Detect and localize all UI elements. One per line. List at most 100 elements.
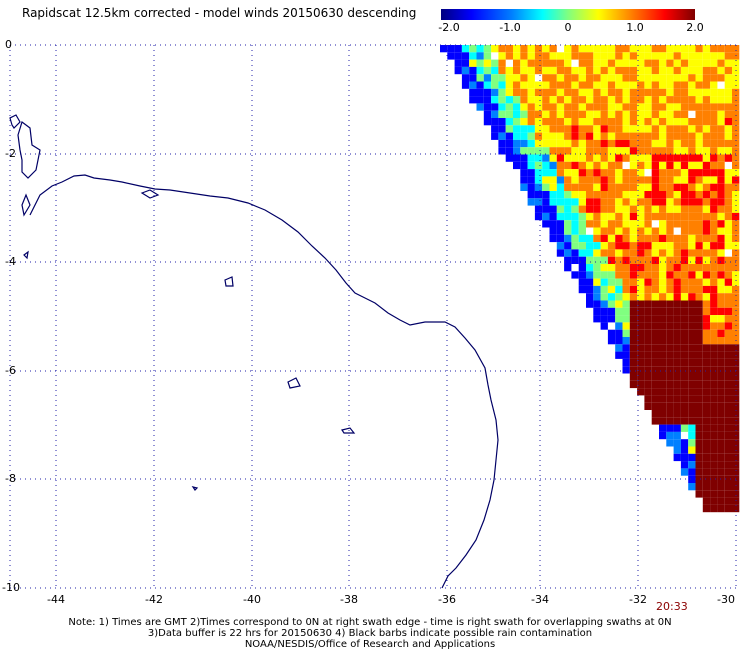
wind-cell bbox=[673, 234, 681, 243]
wind-cell bbox=[666, 110, 674, 118]
wind-cell bbox=[527, 52, 535, 60]
wind-cell bbox=[680, 344, 689, 352]
wind-cell bbox=[586, 45, 594, 53]
wind-cell bbox=[615, 110, 623, 118]
wind-cell bbox=[717, 249, 725, 257]
wind-cell bbox=[673, 191, 681, 199]
wind-cell bbox=[680, 439, 689, 447]
wind-cell bbox=[578, 198, 586, 206]
wind-cell bbox=[622, 285, 630, 294]
wind-cell bbox=[527, 96, 535, 104]
wind-cell bbox=[688, 315, 696, 323]
wind-cell bbox=[680, 293, 689, 301]
wind-cell bbox=[578, 169, 586, 177]
wind-cell bbox=[622, 81, 630, 89]
wind-cell bbox=[578, 88, 586, 97]
wind-cell bbox=[542, 191, 550, 199]
wind-cell bbox=[644, 315, 652, 323]
wind-cell bbox=[476, 96, 484, 104]
wind-cell bbox=[702, 483, 711, 491]
wind-cell bbox=[622, 293, 630, 301]
wind-cell bbox=[644, 176, 652, 184]
wind-cell bbox=[615, 198, 623, 206]
wind-cell bbox=[556, 198, 565, 206]
wind-cell bbox=[556, 242, 565, 250]
wind-cell bbox=[644, 256, 652, 264]
wind-cell bbox=[710, 242, 718, 250]
wind-cell bbox=[549, 59, 557, 67]
wind-cell bbox=[695, 212, 703, 221]
wind-cell bbox=[673, 212, 681, 221]
wind-cell bbox=[586, 256, 594, 264]
wind-cell bbox=[615, 315, 623, 323]
wind-cell bbox=[542, 66, 550, 75]
wind-cell bbox=[732, 285, 740, 294]
wind-cell bbox=[724, 366, 732, 374]
wind-cell bbox=[564, 154, 572, 162]
wind-cell bbox=[607, 147, 616, 155]
wind-cell bbox=[527, 161, 535, 170]
wind-cell bbox=[629, 373, 638, 381]
wind-cell bbox=[673, 424, 681, 432]
wind-cell bbox=[724, 183, 732, 191]
wind-cell bbox=[651, 205, 659, 213]
wind-cell bbox=[520, 103, 528, 111]
wind-cell bbox=[673, 96, 681, 104]
wind-cell bbox=[651, 380, 659, 389]
wind-cell bbox=[593, 227, 601, 235]
wind-cell bbox=[629, 45, 638, 53]
wind-cell bbox=[732, 424, 740, 432]
wind-cell bbox=[651, 249, 659, 257]
wind-cell bbox=[680, 307, 689, 316]
wind-cell bbox=[659, 169, 667, 177]
wind-cell bbox=[549, 52, 557, 60]
wind-cell bbox=[673, 66, 681, 75]
wind-cell bbox=[659, 154, 667, 162]
wind-cell bbox=[556, 139, 565, 148]
x-axis-labels: -44 -42 -40 -38 -36 -34 -32 -30 bbox=[47, 593, 735, 606]
wind-cell bbox=[680, 139, 689, 148]
wind-cell bbox=[710, 45, 718, 53]
wind-cell bbox=[717, 285, 725, 294]
wind-cell bbox=[732, 380, 740, 389]
wind-cell bbox=[702, 439, 711, 447]
wind-cell bbox=[724, 169, 732, 177]
wind-cell bbox=[673, 198, 681, 206]
wind-cell bbox=[644, 358, 652, 367]
wind-cell bbox=[542, 212, 550, 221]
wind-cell bbox=[505, 110, 513, 118]
wind-cell bbox=[659, 103, 667, 111]
wind-cell bbox=[659, 264, 667, 272]
wind-cell bbox=[688, 103, 696, 111]
wind-cell bbox=[688, 242, 696, 250]
wind-cell bbox=[615, 139, 623, 148]
wind-cell bbox=[549, 198, 557, 206]
wind-cell bbox=[688, 132, 696, 140]
wind-cell bbox=[454, 45, 462, 53]
wind-cell bbox=[702, 410, 711, 418]
wind-cell bbox=[629, 161, 638, 170]
wind-cell bbox=[724, 147, 732, 155]
wind-cell bbox=[491, 103, 499, 111]
wind-cell bbox=[564, 88, 572, 97]
wind-cell bbox=[717, 278, 725, 286]
wind-cell bbox=[688, 439, 696, 447]
wind-cell bbox=[724, 446, 732, 454]
wind-cell bbox=[724, 431, 732, 440]
wind-cell bbox=[600, 66, 608, 75]
wind-cell bbox=[732, 271, 740, 279]
wind-cell bbox=[644, 81, 652, 89]
wind-cell bbox=[695, 256, 703, 264]
wind-cell bbox=[659, 329, 667, 337]
wind-cell bbox=[469, 74, 477, 82]
wind-cell bbox=[513, 88, 521, 97]
wind-cell bbox=[549, 161, 557, 170]
wind-cell bbox=[564, 169, 572, 177]
wind-cell bbox=[695, 183, 703, 191]
wind-cell bbox=[651, 103, 659, 111]
wind-cell bbox=[615, 249, 623, 257]
wind-cell bbox=[571, 212, 579, 221]
wind-cell bbox=[702, 81, 711, 89]
wind-cell bbox=[578, 256, 586, 264]
wind-cell bbox=[710, 439, 718, 447]
